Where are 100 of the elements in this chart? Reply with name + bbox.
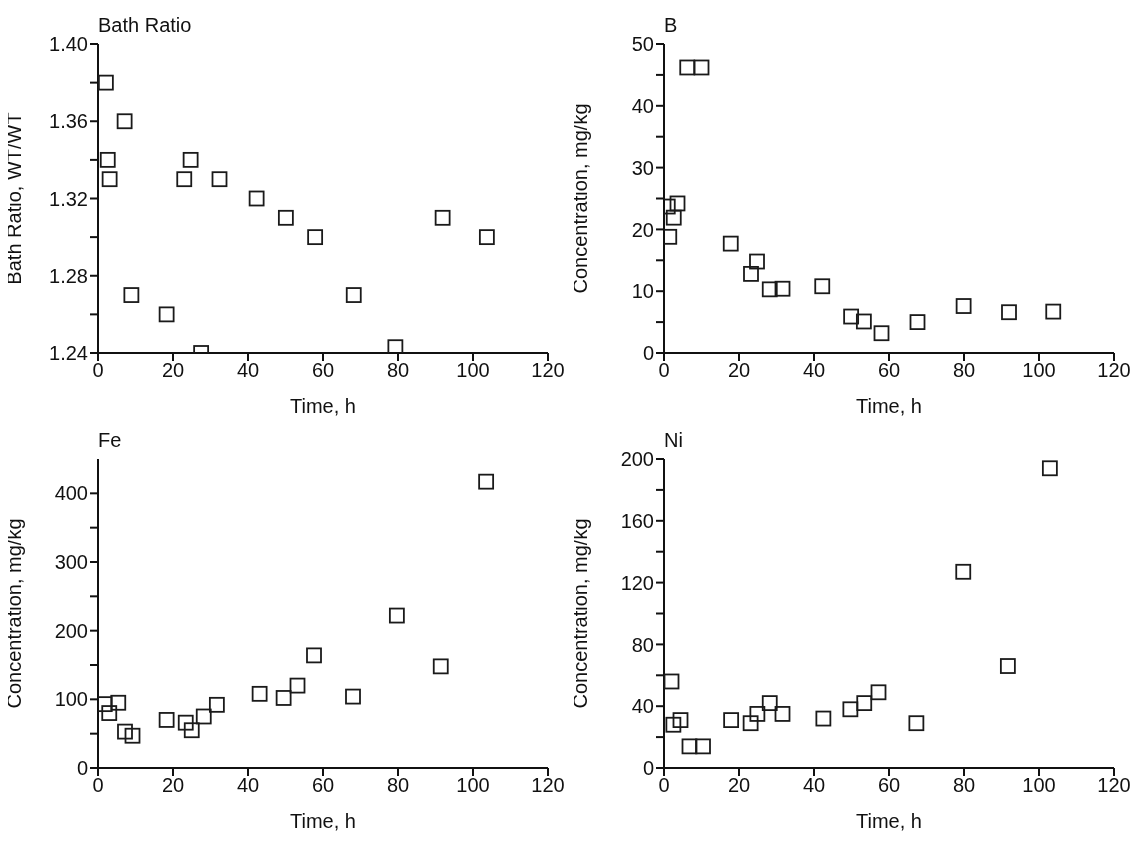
point (774, 706, 791, 722)
point (742, 715, 759, 732)
x-tick-label: 20 (161, 774, 185, 797)
point (98, 696, 113, 713)
y-tick-label: 160 (620, 509, 654, 532)
point (955, 298, 972, 314)
point (345, 287, 362, 303)
point (388, 607, 405, 624)
point (101, 705, 118, 721)
point (743, 266, 759, 282)
point (275, 690, 292, 706)
chart-title: Bath Ratio (98, 14, 192, 37)
point (842, 701, 859, 718)
point (679, 59, 696, 76)
x-tick-label: 100 (1022, 359, 1056, 382)
point (843, 308, 860, 325)
y-tick-label: 300 (54, 551, 88, 574)
point (182, 151, 199, 168)
y-tick-label: 1.28 (49, 264, 88, 287)
x-tick-label: 40 (236, 359, 260, 382)
x-tick-label: 100 (456, 774, 490, 797)
point (856, 695, 873, 712)
point (116, 113, 133, 130)
point (761, 281, 778, 298)
x-tick-label: 100 (1022, 774, 1056, 797)
point (665, 716, 682, 733)
point (999, 658, 1016, 674)
x-tick-label: 40 (802, 774, 826, 797)
point (98, 74, 114, 91)
point (158, 306, 175, 323)
x-tick-label: 60 (311, 359, 335, 382)
y-tick-label: 80 (631, 633, 654, 656)
point (814, 278, 831, 295)
point (761, 695, 778, 712)
point (749, 253, 765, 270)
y-tick-label: 400 (54, 482, 88, 505)
point (478, 229, 495, 246)
y-tick-label: 50 (631, 33, 654, 56)
point (123, 287, 140, 303)
point (909, 314, 926, 330)
y-tick-label: 0 (76, 757, 88, 780)
point (307, 229, 324, 246)
point (693, 59, 710, 76)
point (1001, 304, 1017, 321)
point (99, 151, 116, 168)
point (176, 171, 193, 188)
point (110, 694, 127, 711)
x-tick-label: 120 (1097, 774, 1131, 797)
x-tick-label: 40 (802, 359, 826, 382)
chart-title: Ni (664, 429, 683, 452)
x-tick-label: 80 (952, 774, 976, 797)
x-tick-label: 60 (877, 774, 901, 797)
y-tick-label: 0 (642, 757, 654, 780)
point (289, 677, 306, 694)
x-tick-label: 20 (727, 774, 751, 797)
y-tick-label: 0 (642, 342, 654, 365)
point (681, 738, 698, 755)
point (306, 647, 322, 664)
point (158, 712, 175, 728)
x-tick-label: 80 (386, 359, 410, 382)
point (870, 684, 887, 701)
point (664, 673, 680, 690)
point (434, 209, 451, 226)
x-axis-title: Time, h (290, 810, 356, 832)
x-tick-label: 40 (236, 774, 260, 797)
point (478, 473, 495, 490)
y-tick-label: 1.24 (49, 342, 88, 365)
point (695, 738, 711, 755)
point (1041, 460, 1058, 477)
x-tick-label: 80 (952, 359, 976, 382)
point (124, 727, 141, 744)
y-tick-label: 1.40 (49, 33, 88, 56)
point (248, 190, 265, 207)
x-axis-title: Time, h (290, 395, 356, 417)
point (1045, 303, 1062, 320)
y-tick-label: 1.32 (49, 187, 88, 210)
point (177, 714, 194, 731)
point (774, 280, 791, 297)
point (432, 658, 449, 675)
y-tick-label: 1.36 (49, 110, 88, 133)
y-tick-label: 40 (631, 695, 654, 718)
point (387, 339, 404, 353)
point (749, 706, 766, 722)
point (855, 313, 872, 330)
y-tick-label: 200 (54, 619, 88, 642)
y-tick-label: 200 (620, 448, 654, 471)
point (669, 195, 686, 212)
x-tick-label: 120 (531, 359, 565, 382)
point (723, 712, 740, 729)
x-tick-label: 0 (658, 774, 670, 797)
x-tick-label: 0 (92, 774, 104, 797)
x-axis-title: Time, h (856, 810, 922, 832)
point (665, 209, 682, 226)
point (908, 715, 925, 732)
y-tick-label: 20 (631, 218, 654, 241)
point (208, 696, 225, 713)
point (183, 722, 200, 739)
x-tick-label: 120 (531, 774, 565, 797)
x-axis-title: Time, h (856, 395, 922, 417)
y-tick-label: 10 (631, 280, 654, 303)
